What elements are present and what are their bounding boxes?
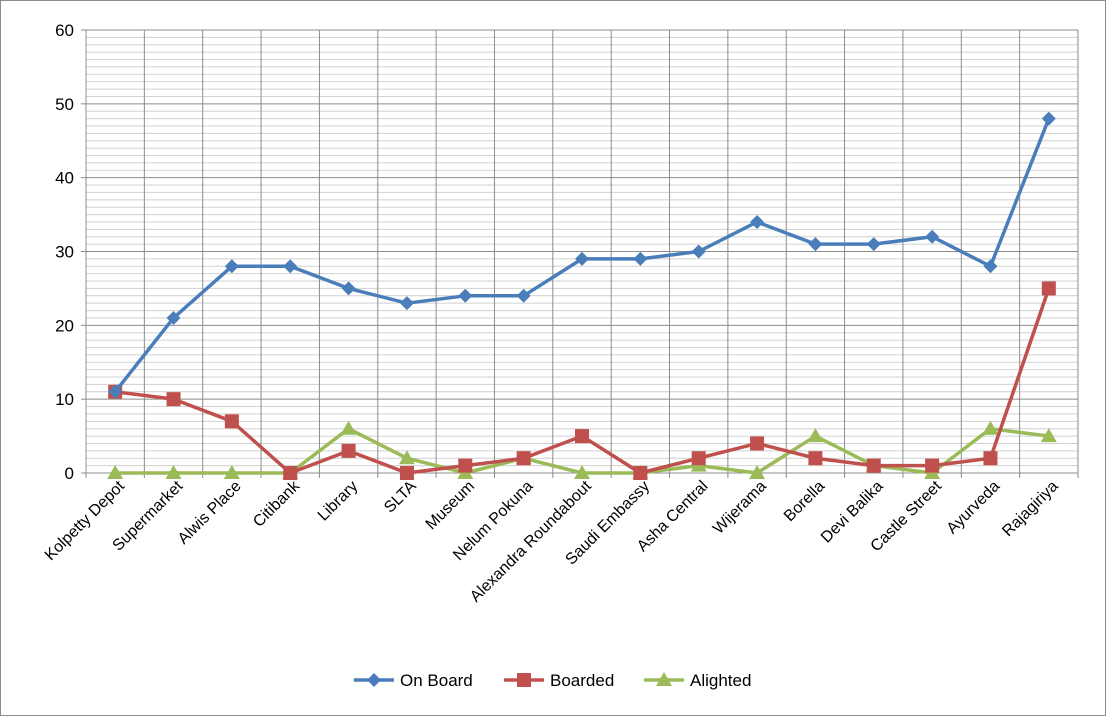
data-point-alighted [398,450,415,465]
legend-item-boarded: Boarded [504,671,614,690]
data-point-boarded [224,414,239,429]
grid [85,29,1079,474]
series-boarded [108,281,1056,480]
data-point-on-board [108,384,123,399]
data-point-alighted [982,420,999,435]
data-point-boarded [341,443,356,458]
legend-label: Boarded [550,671,614,690]
x-tick-label: Citibank [250,477,304,531]
data-point-alighted [1040,428,1057,443]
data-point-alighted [107,465,124,479]
series-layer [107,111,1057,480]
x-tick-label: Borella [781,478,828,525]
data-point-on-board [866,237,881,252]
legend-label: Alighted [690,671,751,690]
data-point-on-board [1041,111,1056,126]
data-point-boarded [691,451,706,466]
data-point-on-board [633,251,648,266]
series-line-boarded [114,287,1051,475]
data-point-on-board [283,259,298,274]
y-tick-label: 40 [55,169,74,188]
x-tick-label: Rajagiriya [999,478,1061,540]
data-point-on-board [341,281,356,296]
legend-swatch-marker [656,672,672,686]
x-tick-label: Alexandra Roundabout [467,477,595,605]
x-tick-label: Ayurveda [944,478,1004,538]
y-tick-label: 20 [55,316,74,335]
x-tick-label: Library [315,478,362,525]
data-point-boarded [750,436,765,451]
data-point-alighted [574,465,590,479]
data-point-boarded [633,466,648,480]
data-point-boarded [166,392,181,407]
data-point-on-board [925,229,940,244]
y-tick-label: 0 [65,464,74,483]
x-tick-label: Museum [423,478,478,533]
legend-swatch-marker [517,673,531,687]
series-on-board [108,111,1056,399]
data-point-alighted [165,465,182,479]
data-point-boarded [925,458,940,473]
data-point-on-board [750,214,765,229]
data-point-boarded [1041,281,1056,296]
y-tick-label: 10 [55,390,74,409]
data-point-alighted [340,420,357,435]
data-point-boarded [808,451,823,466]
legend: On Board Boarded Alighted [354,671,751,690]
data-point-on-board [516,288,531,303]
x-tick-label: Kolpetty Depot [42,477,129,564]
data-point-on-board [399,296,414,311]
data-point-alighted [807,428,824,443]
y-axis: 0 10 20 30 40 50 60 [55,21,87,483]
data-point-boarded [983,451,998,466]
data-point-on-board [224,259,239,274]
y-tick-label: 50 [55,95,74,114]
data-point-on-board [983,259,998,274]
data-point-boarded [458,458,473,473]
x-tick-label: Wijerama [710,478,770,538]
legend-item-on-board: On Board [354,671,473,690]
legend-swatch-marker [367,673,381,687]
y-tick-label: 60 [55,21,74,40]
data-point-on-board [691,244,706,259]
data-point-boarded [575,429,589,444]
data-point-boarded [866,458,881,473]
data-point-on-board [458,288,473,303]
data-point-alighted [223,465,240,479]
data-point-on-board [166,310,181,325]
data-point-alighted [749,465,766,479]
data-point-on-board [808,237,823,252]
data-point-on-board [575,251,589,266]
data-point-boarded [283,466,298,480]
x-tick-label: Alwis Place [175,478,245,548]
x-tick-label: SLTA [381,478,420,517]
legend-item-alighted: Alighted [644,671,751,690]
legend-label: On Board [400,671,473,690]
data-point-boarded [399,466,414,480]
data-point-boarded [516,451,531,466]
y-tick-label: 30 [55,243,74,262]
